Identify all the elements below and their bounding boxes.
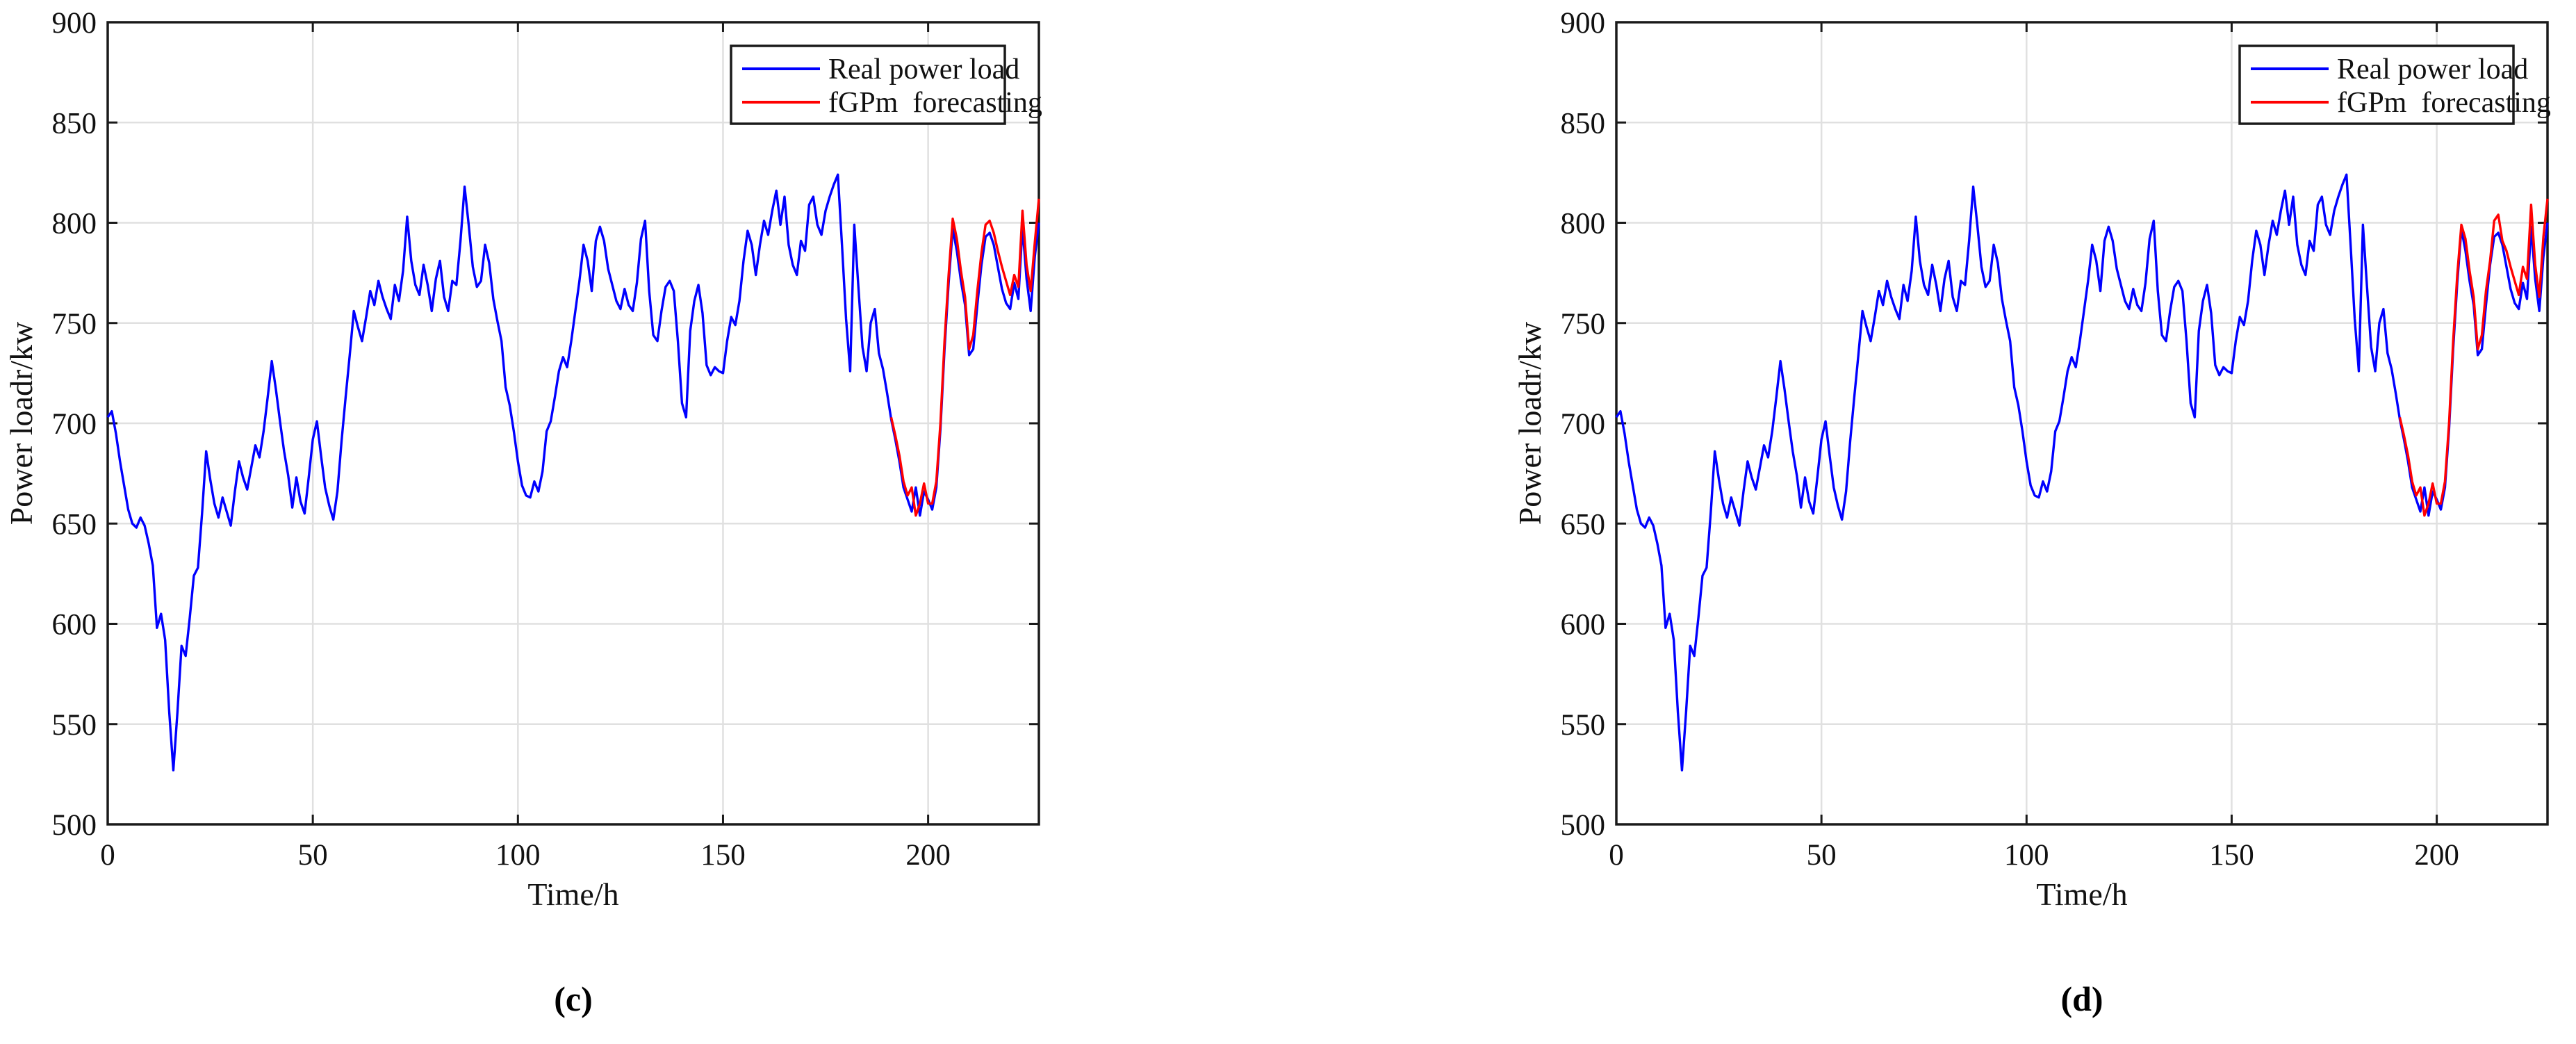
x-axis-label: Time/h <box>2036 876 2127 912</box>
svg-text:800: 800 <box>1561 208 1606 240</box>
svg-text:550: 550 <box>1561 709 1606 742</box>
svg-text:800: 800 <box>52 208 97 240</box>
svg-text:600: 600 <box>52 609 97 642</box>
tick-labels: 0 50 100 150 200 500 550 600 650 700 750 800 850 900 <box>1561 7 2459 872</box>
svg-text:700: 700 <box>52 408 97 441</box>
chart-svg-c: 0 50 100 150 200500550600650700750800850900 … <box>3 7 1042 912</box>
data-series <box>106 173 1040 772</box>
svg-text:0: 0 <box>100 839 115 872</box>
svg-text:500: 500 <box>52 809 97 842</box>
svg-text:700: 700 <box>1561 408 1606 441</box>
legend: Real power load fGPm forecasting <box>2238 44 2551 125</box>
legend-label-real: Real power load <box>2337 54 2528 85</box>
svg-text:550: 550 <box>52 709 97 742</box>
y-axis-label: Power loadr/kw <box>3 321 39 525</box>
svg-text:150: 150 <box>2209 839 2254 872</box>
chart-svg-d: 0 50 100 150 200500550600650700750800850900 … <box>1512 7 2551 912</box>
legend-box <box>730 44 1006 125</box>
svg-text:650: 650 <box>52 508 97 541</box>
svg-text:200: 200 <box>2414 839 2459 872</box>
svg-text:500: 500 <box>1561 809 1606 842</box>
legend-box <box>2238 44 2515 125</box>
svg-text:200: 200 <box>905 839 951 872</box>
legend: Real power load fGPm forecasting <box>730 44 1042 125</box>
data-series <box>1615 173 2549 772</box>
svg-text:850: 850 <box>52 107 97 140</box>
svg-text:100: 100 <box>495 839 541 872</box>
svg-text:850: 850 <box>1561 107 1606 140</box>
axes <box>106 21 1040 826</box>
chart-caption-c: (c) <box>554 979 593 1018</box>
chart-caption-d: (d) <box>2060 979 2103 1018</box>
svg-text:50: 50 <box>298 839 328 872</box>
svg-text:750: 750 <box>52 308 97 341</box>
tick-labels: 0 50 100 150 200 500 550 600 650 700 750 800 850 900 <box>52 7 951 872</box>
chart-panel-c: 0 50 100 150 200 500 550 600 650 700 750 800 850 900 … <box>0 0 1112 1044</box>
svg-text:600: 600 <box>1561 609 1606 642</box>
svg-text:900: 900 <box>1561 7 1606 40</box>
svg-text:150: 150 <box>700 839 746 872</box>
y-axis-label: Power loadr/kw <box>1512 321 1548 525</box>
svg-text:900: 900 <box>52 7 97 40</box>
svg-text:750: 750 <box>1561 308 1606 341</box>
svg-text:650: 650 <box>1561 508 1606 541</box>
legend-label-forecast: fGPm forecasting <box>828 87 1042 119</box>
svg-text:0: 0 <box>1609 839 1624 872</box>
svg-text:100: 100 <box>2004 839 2049 872</box>
svg-text:50: 50 <box>1807 839 1837 872</box>
gridlines <box>1616 22 2548 824</box>
chart-panel-d: 0 50 100 150 200 500 550 600 650 700 750 800 850 900 … <box>1509 0 2576 1044</box>
axes <box>1615 21 2549 826</box>
legend-label-forecast: fGPm forecasting <box>2337 87 2551 119</box>
gridlines <box>108 22 1039 824</box>
x-axis-label: Time/h <box>527 876 618 912</box>
legend-label-real: Real power load <box>828 54 1019 85</box>
